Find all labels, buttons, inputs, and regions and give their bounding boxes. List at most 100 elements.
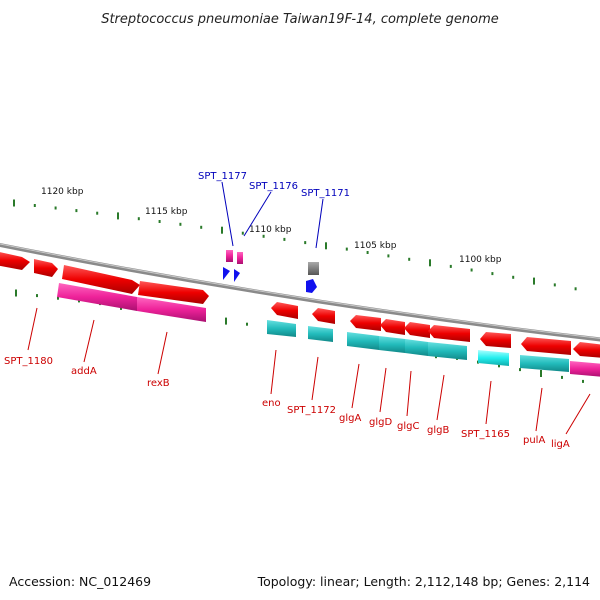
scale-label-1100: 1100 kbp bbox=[459, 255, 502, 265]
accession-label: Accession: NC_012469 bbox=[9, 574, 151, 589]
minor-tick bbox=[491, 272, 494, 276]
gene-block[interactable] bbox=[57, 283, 137, 311]
gene-label[interactable]: glgD bbox=[369, 417, 392, 428]
leader-lines-below bbox=[27, 307, 591, 435]
gene-block-small[interactable] bbox=[237, 252, 243, 264]
minor-tick bbox=[553, 283, 556, 287]
gene-arrow[interactable] bbox=[380, 319, 405, 335]
gene-arrow[interactable] bbox=[350, 315, 381, 331]
major-tick bbox=[15, 289, 17, 297]
rna-arrow[interactable] bbox=[306, 279, 317, 293]
minor-tick bbox=[75, 209, 78, 213]
minor-tick bbox=[470, 268, 473, 272]
minor-tick bbox=[246, 322, 248, 326]
minor-tick bbox=[366, 251, 369, 254]
major-tick bbox=[13, 199, 15, 207]
minor-tick bbox=[137, 217, 140, 221]
gene-label[interactable]: pulA bbox=[523, 435, 545, 446]
gene-block[interactable] bbox=[137, 297, 206, 322]
gene-label[interactable]: SPT_1165 bbox=[461, 429, 510, 440]
gene-arrow[interactable] bbox=[62, 265, 140, 294]
minor-tick bbox=[200, 225, 203, 229]
minor-tick bbox=[519, 368, 521, 372]
gene-block[interactable] bbox=[267, 320, 296, 337]
map-title: Streptococcus pneumoniae Taiwan19F-14, c… bbox=[101, 12, 499, 27]
genome-backbone bbox=[0, 242, 600, 342]
small-features bbox=[223, 250, 319, 293]
gene-arrow[interactable] bbox=[0, 251, 30, 270]
minor-tick bbox=[241, 231, 244, 235]
gene-arrow[interactable] bbox=[312, 308, 335, 324]
gene-arrow[interactable] bbox=[271, 302, 298, 319]
scale-ticks-upper bbox=[13, 199, 577, 291]
gene-block[interactable] bbox=[379, 336, 405, 353]
rna-arrow[interactable] bbox=[223, 267, 230, 280]
minor-tick bbox=[54, 206, 57, 210]
gene-label[interactable]: SPT_1176 bbox=[249, 181, 298, 192]
gene-label[interactable]: SPT_1171 bbox=[301, 188, 350, 199]
minor-tick bbox=[304, 241, 307, 245]
gene-block[interactable] bbox=[570, 361, 600, 377]
minor-tick bbox=[96, 211, 99, 215]
minor-tick bbox=[158, 220, 161, 223]
genes-lower-strand bbox=[57, 283, 600, 377]
major-tick bbox=[225, 317, 227, 325]
minor-tick bbox=[512, 275, 515, 279]
gene-label[interactable]: glgB bbox=[427, 425, 449, 436]
minor-tick bbox=[57, 296, 59, 300]
gene-block[interactable] bbox=[347, 332, 379, 350]
gene-labels-above: SPT_1177 SPT_1176 SPT_1171 bbox=[198, 171, 350, 199]
rna-arrow[interactable] bbox=[234, 269, 240, 282]
scale-label-1115: 1115 kbp bbox=[145, 207, 188, 217]
major-tick bbox=[117, 212, 119, 220]
minor-tick bbox=[345, 247, 348, 251]
major-tick bbox=[325, 242, 327, 250]
gene-arrow[interactable] bbox=[480, 332, 511, 348]
leader-lines-above bbox=[221, 181, 324, 249]
gene-label[interactable]: SPT_1177 bbox=[198, 171, 247, 182]
minor-tick bbox=[561, 375, 563, 379]
major-tick bbox=[429, 259, 431, 267]
gene-block[interactable] bbox=[428, 342, 467, 360]
genome-backbone-highlight bbox=[0, 243, 600, 339]
gene-block[interactable] bbox=[478, 350, 509, 366]
gene-labels-below: SPT_1180 addA rexB eno SPT_1172 glgA glg… bbox=[4, 356, 570, 450]
major-tick bbox=[533, 277, 535, 285]
gene-block[interactable] bbox=[405, 339, 428, 356]
minor-tick bbox=[262, 234, 265, 238]
scale-label-1105: 1105 kbp bbox=[354, 241, 397, 251]
gene-arrow[interactable] bbox=[521, 337, 571, 355]
gene-label[interactable]: eno bbox=[262, 398, 281, 409]
gene-arrow[interactable] bbox=[34, 259, 58, 277]
gene-block[interactable] bbox=[520, 355, 569, 372]
gene-label[interactable]: ligA bbox=[551, 439, 570, 450]
gene-block[interactable] bbox=[308, 326, 333, 342]
gene-block-gray[interactable] bbox=[308, 262, 319, 275]
gene-label[interactable]: addA bbox=[71, 366, 97, 377]
minor-tick bbox=[387, 254, 390, 258]
minor-tick bbox=[33, 204, 36, 207]
minor-tick bbox=[574, 287, 577, 291]
gene-arrow[interactable] bbox=[428, 325, 470, 342]
gene-label[interactable]: rexB bbox=[147, 378, 170, 389]
gene-block-small[interactable] bbox=[226, 250, 233, 262]
gene-label[interactable]: SPT_1172 bbox=[287, 405, 336, 416]
gene-arrow[interactable] bbox=[573, 342, 600, 358]
gene-arrow[interactable] bbox=[404, 322, 430, 338]
minor-tick bbox=[78, 299, 80, 303]
major-tick bbox=[540, 370, 542, 377]
minor-tick bbox=[283, 237, 286, 241]
gene-arrow[interactable] bbox=[138, 281, 209, 304]
gene-label[interactable]: glgA bbox=[339, 413, 361, 424]
scale-label-1110: 1110 kbp bbox=[249, 225, 292, 235]
minor-tick bbox=[498, 364, 500, 368]
minor-tick bbox=[449, 264, 452, 268]
minor-tick bbox=[408, 257, 411, 261]
genes-upper-strand bbox=[0, 251, 600, 358]
genome-summary: Topology: linear; Length: 2,112,148 bp; … bbox=[257, 574, 590, 589]
minor-tick bbox=[582, 379, 584, 383]
scale-label-1120: 1120 kbp bbox=[41, 187, 84, 197]
gene-label[interactable]: SPT_1180 bbox=[4, 356, 53, 367]
gene-label[interactable]: glgC bbox=[397, 421, 419, 432]
